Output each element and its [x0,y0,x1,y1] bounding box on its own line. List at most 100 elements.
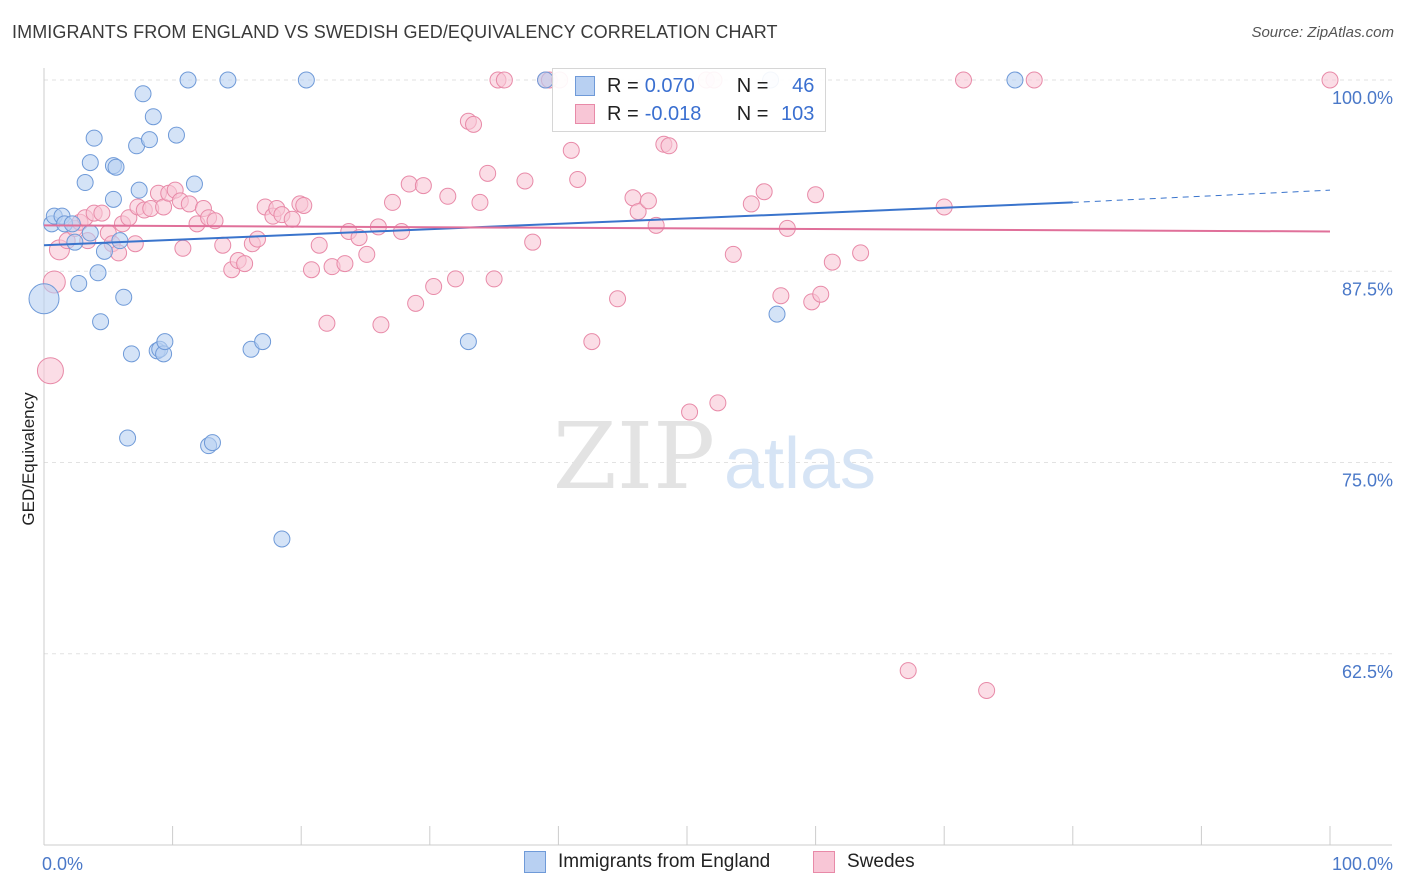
legend-item-swedes: Swedes [813,851,915,873]
watermark-zip: ZIP [553,403,715,510]
swedes-point [583,333,601,351]
swedes-point [447,270,465,288]
england-point [273,530,291,548]
legend-row-swedes: R = -0.018 N = 103 [575,101,814,127]
swedes-point [660,137,678,155]
legend-item-england: Immigrants from England [524,851,770,873]
swedes-point [724,245,742,263]
y-tick-label: 100.0% [1332,88,1393,108]
england-point [179,71,197,89]
swedes-point [372,316,390,334]
swedes-point [609,290,627,308]
england-legend-label: Immigrants from England [558,851,771,872]
swedes-point [485,270,503,288]
chart-title: IMMIGRANTS FROM ENGLAND VS SWEDISH GED/E… [12,22,778,42]
england-point [768,305,786,323]
legend-row-england: R = 0.070 N = 46 [575,73,814,99]
swedes-points [36,71,1339,699]
n-value: 46 [792,74,815,97]
england-point [297,71,315,89]
swedes-point [180,195,198,213]
swedes-point [647,216,665,234]
swedes-point [126,235,144,253]
swedes-point [495,71,513,89]
swedes-point [439,187,457,205]
swedes-point [236,255,254,273]
england-point [89,264,107,282]
england-point [122,345,140,363]
england-point [130,181,148,199]
england-point [203,434,221,452]
swedes-point [471,193,489,211]
r-label: R = [607,74,639,97]
swedes-trend-line [43,224,1331,233]
swedes-point [812,285,830,303]
swedes-point [350,229,368,247]
trend-lines [43,189,1331,247]
england-point [28,283,60,315]
swedes-point [302,261,320,279]
england-point [104,190,122,208]
swedes-point [384,193,402,211]
swedes-point [295,196,313,214]
swedes-point [479,164,497,182]
england-point [156,333,174,351]
y-tick-label: 75.0% [1342,471,1393,491]
england-point [219,71,237,89]
r-value: -0.018 [644,102,702,125]
england-point [85,129,103,147]
england-point [185,175,203,193]
england-point [107,158,125,176]
axes [43,68,1392,846]
england-trend-extension [1072,189,1331,203]
swedes-point [400,175,418,193]
n-label: N = [736,102,769,125]
england-point [115,288,133,306]
swedes-point [358,245,376,263]
swedes-point [36,357,64,385]
x-tick-label: 0.0% [42,854,83,874]
swedes-point [93,204,111,222]
england-point [92,313,110,331]
england-point [111,232,129,250]
england-point [119,429,137,447]
swedes-point [465,115,483,133]
england-point [81,224,99,242]
swedes-point [174,239,192,257]
swedes-point [336,255,354,273]
gridlines [44,79,1392,655]
england-point [66,233,84,251]
chart-source: Source: ZipAtlas.com [1251,24,1394,41]
england-point [70,274,88,292]
england-point [254,333,272,351]
y-tick-label: 62.5% [1342,662,1393,682]
series-legend: Immigrants from England Swedes [0,851,1406,879]
england-point [76,174,94,192]
watermark: ZIP atlas [553,403,876,510]
swedes-point [318,314,336,332]
england-trend-line [43,201,1073,247]
swedes-point [978,681,996,699]
y-tick-label: 87.5% [1342,279,1393,299]
swedes-point [414,177,432,195]
swedes-point [569,170,587,188]
swedes-point [709,394,727,412]
swedes-legend-swatch [813,851,835,873]
england-point [167,126,185,144]
england-point [63,215,81,233]
england-point [81,154,99,172]
england-swatch [575,76,595,96]
swedes-point [516,172,534,190]
swedes-legend-label: Swedes [847,851,915,872]
swedes-swatch [575,104,595,124]
swedes-point [755,183,773,201]
swedes-point [639,192,657,210]
y-axis-title: GED/Equivalency [19,392,38,526]
tick-labels: 62.5% 75.0% 87.5% 100.0% 0.0% 100.0% [42,88,1393,874]
swedes-point [524,233,542,251]
correlation-legend: R = 0.070 N = 46 R = -0.018 N = 103 [552,68,826,132]
swedes-point [248,230,266,248]
swedes-point [1025,71,1043,89]
england-point [95,242,113,260]
